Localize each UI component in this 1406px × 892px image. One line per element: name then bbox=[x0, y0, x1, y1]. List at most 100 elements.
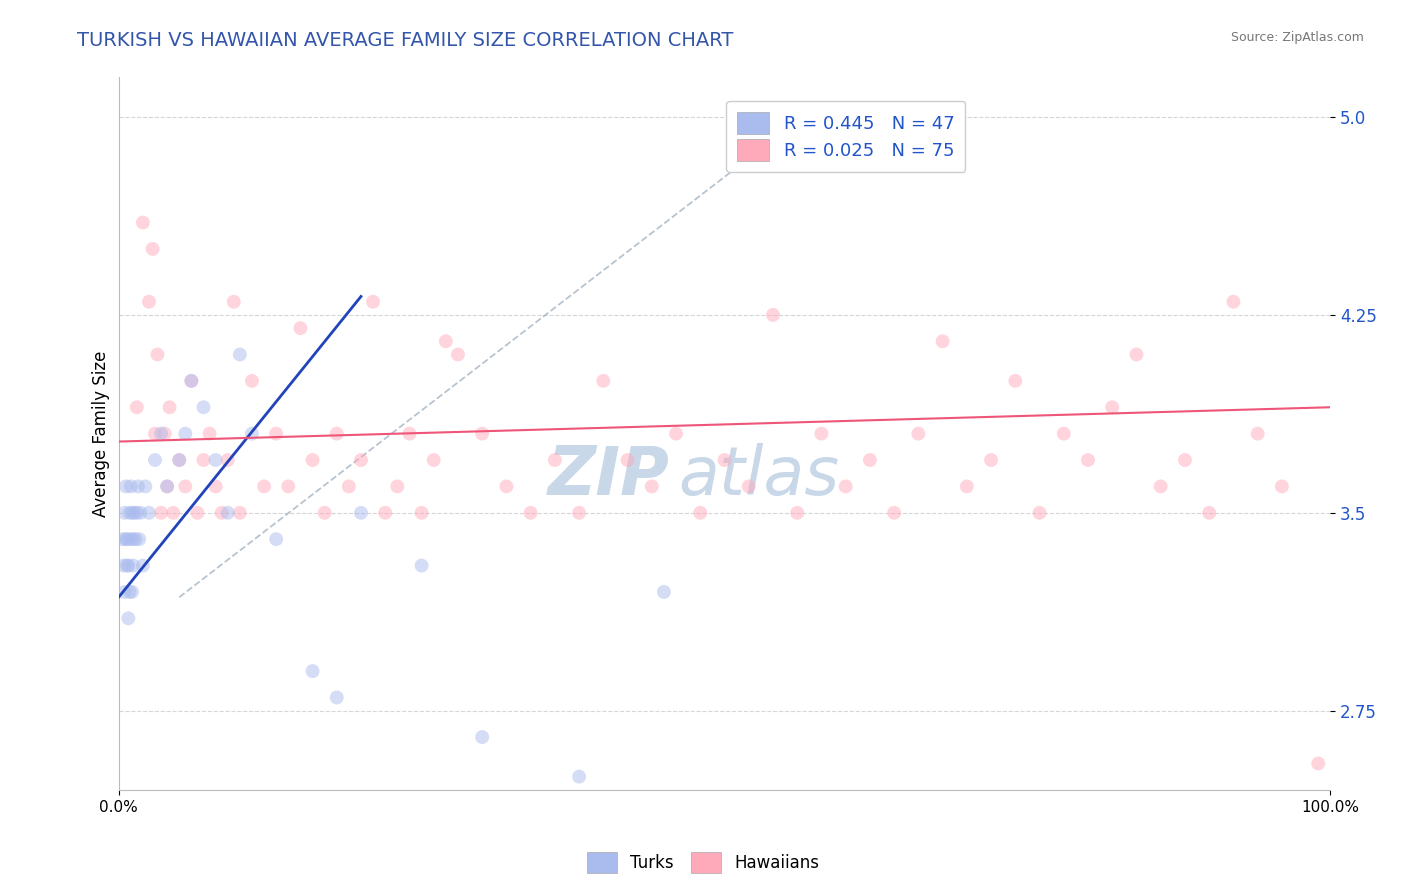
Point bbox=[1222, 294, 1244, 309]
Point bbox=[222, 294, 245, 309]
Point bbox=[495, 479, 517, 493]
Point bbox=[120, 479, 142, 493]
Point bbox=[198, 426, 221, 441]
Point bbox=[115, 532, 138, 546]
Point bbox=[115, 558, 138, 573]
Point bbox=[229, 347, 252, 361]
Point bbox=[204, 453, 226, 467]
Text: ZIP: ZIP bbox=[548, 443, 671, 509]
Point bbox=[121, 585, 143, 599]
Point bbox=[153, 426, 176, 441]
Point bbox=[434, 334, 457, 349]
Point bbox=[1101, 401, 1123, 415]
Point bbox=[834, 479, 856, 493]
Point bbox=[114, 585, 136, 599]
Point bbox=[167, 453, 190, 467]
Point bbox=[350, 453, 373, 467]
Point bbox=[120, 532, 142, 546]
Text: TURKISH VS HAWAIIAN AVERAGE FAMILY SIZE CORRELATION CHART: TURKISH VS HAWAIIAN AVERAGE FAMILY SIZE … bbox=[77, 31, 734, 50]
Text: atlas: atlas bbox=[679, 443, 839, 509]
Y-axis label: Average Family Size: Average Family Size bbox=[93, 351, 110, 516]
Point bbox=[980, 453, 1002, 467]
Point bbox=[883, 506, 905, 520]
Point bbox=[138, 294, 160, 309]
Point bbox=[447, 347, 470, 361]
Point bbox=[117, 611, 139, 625]
Point bbox=[641, 479, 664, 493]
Point bbox=[907, 426, 929, 441]
Point bbox=[112, 558, 135, 573]
Point bbox=[738, 479, 761, 493]
Point bbox=[156, 479, 179, 493]
Point bbox=[211, 506, 233, 520]
Point bbox=[132, 558, 155, 573]
Point bbox=[174, 479, 197, 493]
Text: Source: ZipAtlas.com: Source: ZipAtlas.com bbox=[1230, 31, 1364, 45]
Point bbox=[180, 374, 202, 388]
Point bbox=[134, 479, 156, 493]
Point bbox=[1004, 374, 1026, 388]
Point bbox=[956, 479, 979, 493]
Point bbox=[122, 532, 145, 546]
Point bbox=[314, 506, 336, 520]
Point bbox=[616, 453, 638, 467]
Point bbox=[1308, 756, 1330, 771]
Point bbox=[374, 506, 396, 520]
Point bbox=[544, 453, 567, 467]
Point bbox=[118, 506, 141, 520]
Point bbox=[1077, 453, 1099, 467]
Point bbox=[1246, 426, 1268, 441]
Point bbox=[350, 506, 373, 520]
Point bbox=[277, 479, 299, 493]
Point bbox=[193, 401, 215, 415]
Point bbox=[193, 453, 215, 467]
Point bbox=[326, 690, 349, 705]
Point bbox=[652, 585, 675, 599]
Point bbox=[118, 585, 141, 599]
Point bbox=[156, 479, 179, 493]
Point bbox=[124, 506, 146, 520]
Point bbox=[326, 426, 349, 441]
Point bbox=[253, 479, 276, 493]
Point bbox=[132, 216, 155, 230]
Point bbox=[689, 506, 711, 520]
Point bbox=[167, 453, 190, 467]
Point bbox=[398, 426, 420, 441]
Point bbox=[568, 770, 591, 784]
Point bbox=[125, 506, 148, 520]
Point bbox=[143, 426, 166, 441]
Point bbox=[1125, 347, 1147, 361]
Point bbox=[129, 506, 152, 520]
Point bbox=[810, 426, 832, 441]
Point bbox=[146, 347, 169, 361]
Point bbox=[762, 308, 785, 322]
Point bbox=[1028, 506, 1050, 520]
Point bbox=[204, 479, 226, 493]
Point bbox=[786, 506, 808, 520]
Point bbox=[264, 532, 287, 546]
Point bbox=[111, 532, 134, 546]
Point bbox=[264, 426, 287, 441]
Point bbox=[773, 110, 796, 124]
Point bbox=[115, 532, 138, 546]
Point bbox=[142, 242, 165, 256]
Point bbox=[229, 506, 252, 520]
Point bbox=[217, 506, 239, 520]
Point bbox=[159, 401, 181, 415]
Point bbox=[411, 558, 433, 573]
Point bbox=[1198, 506, 1220, 520]
Point bbox=[124, 532, 146, 546]
Point bbox=[180, 374, 202, 388]
Point bbox=[121, 506, 143, 520]
Point bbox=[471, 426, 494, 441]
Point bbox=[125, 401, 148, 415]
Point bbox=[143, 453, 166, 467]
Point bbox=[217, 453, 239, 467]
Point bbox=[1053, 426, 1076, 441]
Point bbox=[114, 506, 136, 520]
Point bbox=[240, 426, 263, 441]
Point bbox=[301, 664, 323, 678]
Point bbox=[665, 426, 688, 441]
Point bbox=[174, 426, 197, 441]
Point bbox=[162, 506, 184, 520]
